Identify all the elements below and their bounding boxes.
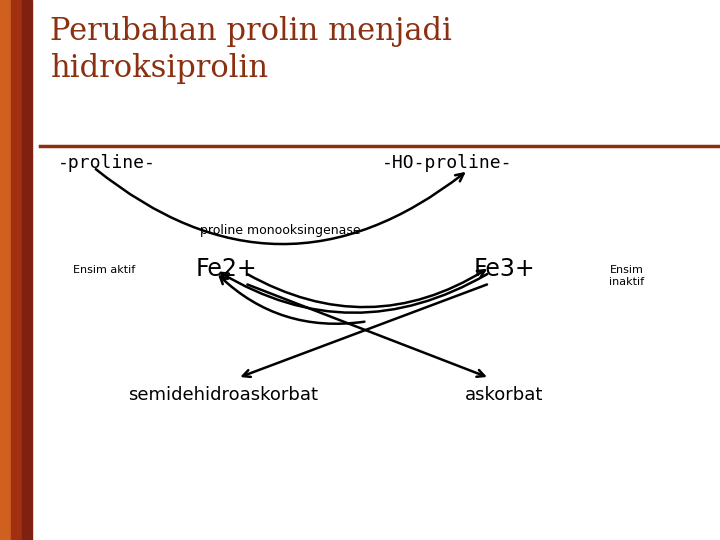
FancyArrowPatch shape: [243, 285, 487, 377]
Text: semidehidroaskorbat: semidehidroaskorbat: [128, 386, 318, 404]
Text: Fe2+: Fe2+: [196, 256, 258, 280]
FancyArrowPatch shape: [247, 270, 485, 307]
Bar: [0, 0, 11, 540]
Bar: [11, 0, 22, 540]
Text: proline monooksingenase: proline monooksingenase: [200, 224, 361, 237]
FancyArrowPatch shape: [220, 276, 364, 324]
Text: Ensim aktif: Ensim aktif: [73, 265, 135, 275]
Text: Ensim
inaktif: Ensim inaktif: [609, 265, 644, 287]
Bar: [22, 0, 32, 540]
Text: -HO-proline-: -HO-proline-: [382, 154, 512, 172]
Text: Perubahan prolin menjadi
hidroksiprolin: Perubahan prolin menjadi hidroksiprolin: [50, 16, 452, 84]
FancyArrowPatch shape: [248, 285, 485, 377]
Text: -proline-: -proline-: [58, 154, 156, 172]
Text: askorbat: askorbat: [465, 386, 543, 404]
FancyArrowPatch shape: [96, 169, 464, 244]
Text: Fe3+: Fe3+: [473, 256, 535, 280]
FancyArrowPatch shape: [221, 273, 487, 313]
